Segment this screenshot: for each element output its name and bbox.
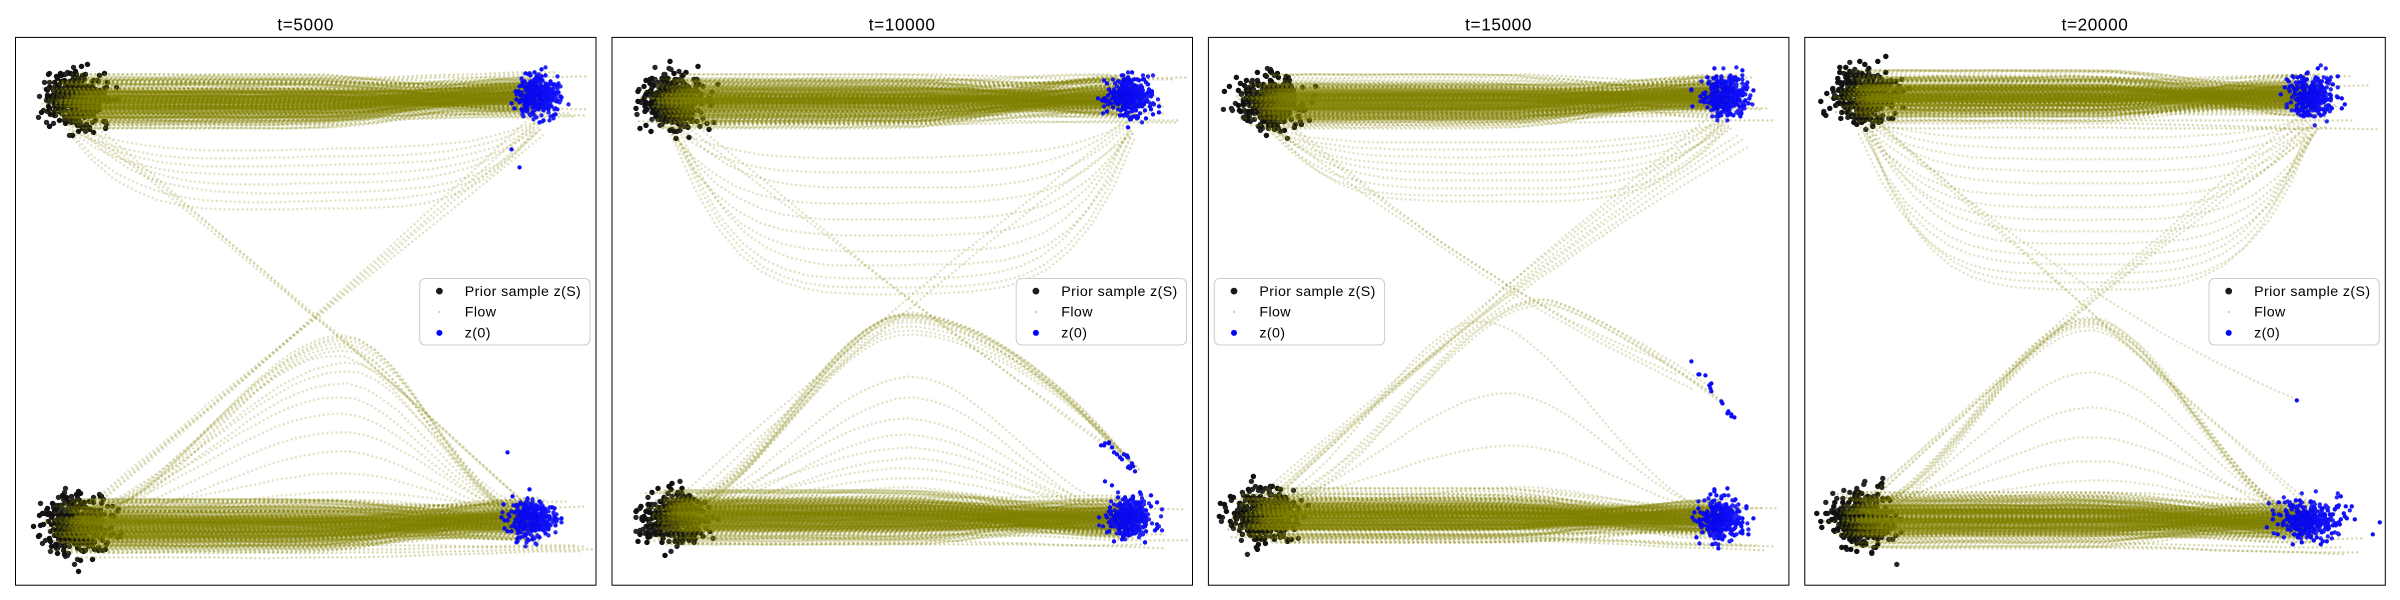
svg-text:Prior sample z(S): Prior sample z(S)	[2254, 284, 2370, 300]
svg-text:t=10000: t=10000	[869, 15, 936, 35]
svg-text:Flow: Flow	[1259, 305, 1291, 321]
svg-text:z(0): z(0)	[1061, 326, 1087, 342]
svg-text:Prior sample z(S): Prior sample z(S)	[1259, 284, 1375, 300]
svg-text:Flow: Flow	[465, 305, 497, 321]
svg-text:Prior sample z(S): Prior sample z(S)	[1061, 284, 1177, 300]
svg-text:t=5000: t=5000	[277, 15, 334, 35]
svg-text:Flow: Flow	[1061, 305, 1093, 321]
svg-text:z(0): z(0)	[1259, 326, 1285, 342]
svg-text:Prior sample z(S): Prior sample z(S)	[465, 284, 581, 300]
svg-text:t=15000: t=15000	[1465, 15, 1532, 35]
svg-text:z(0): z(0)	[465, 326, 491, 342]
svg-text:z(0): z(0)	[2254, 326, 2280, 342]
svg-text:t=20000: t=20000	[2062, 15, 2129, 35]
svg-text:Flow: Flow	[2254, 305, 2286, 321]
